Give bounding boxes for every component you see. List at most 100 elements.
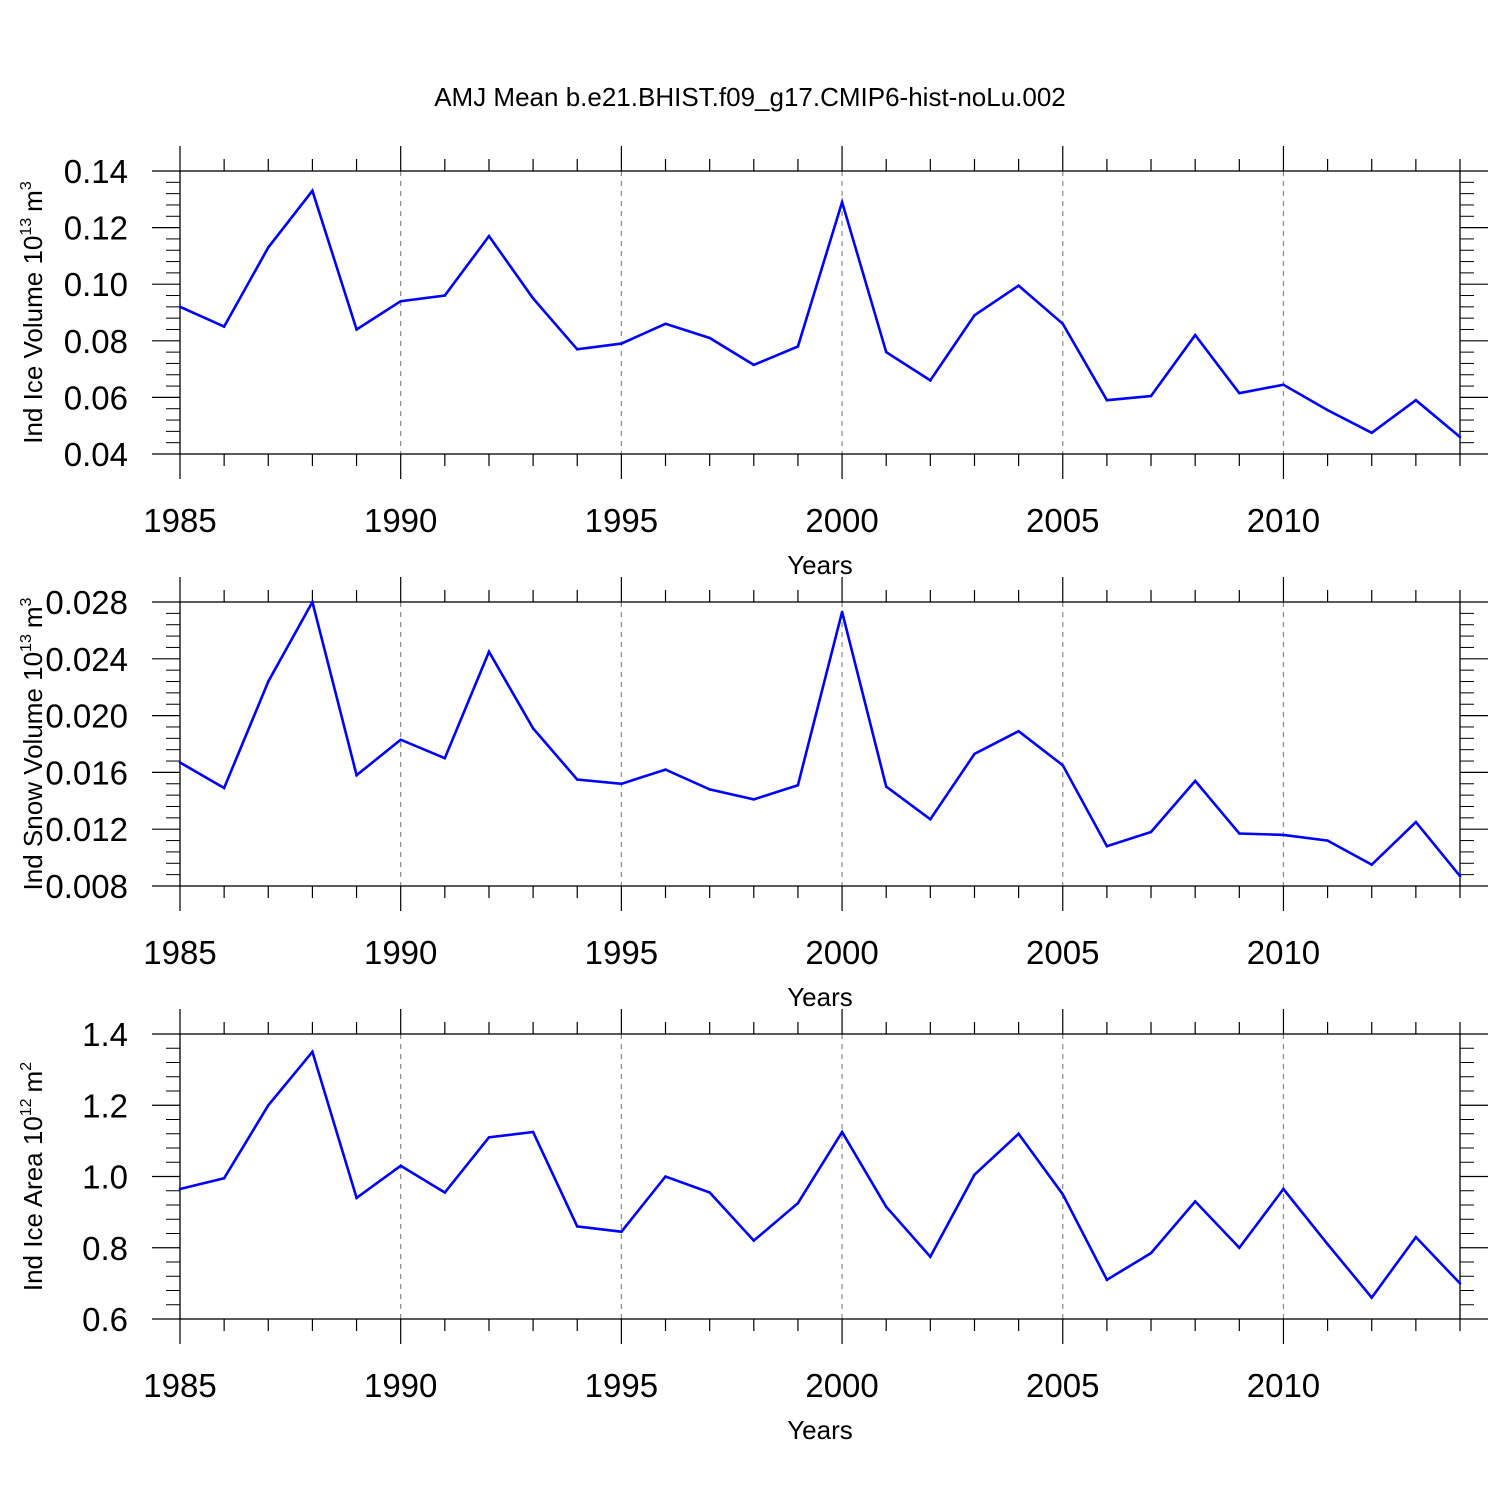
data-point	[1149, 1251, 1153, 1255]
data-point	[1414, 820, 1418, 824]
data-point	[531, 297, 535, 300]
data-point	[1149, 394, 1153, 398]
data-point	[575, 1225, 579, 1228]
data-point	[178, 761, 182, 764]
data-point	[1061, 764, 1065, 767]
data-point	[399, 1164, 402, 1168]
data-point	[222, 1176, 226, 1180]
data-point	[796, 1201, 800, 1205]
x-axis-label: Years	[787, 1415, 853, 1445]
data-point	[752, 1239, 756, 1242]
x-tick-label: 1985	[143, 934, 216, 971]
y-axis-label-exponent: 13	[18, 218, 35, 236]
data-point	[1370, 863, 1374, 866]
data-point	[266, 246, 270, 249]
data-point	[1193, 333, 1197, 337]
data-point	[664, 1175, 667, 1178]
chart-panel-2: 1985 1990 1995 2000 2005 2010 Years 0.008 0.012 0…	[18, 577, 1488, 1012]
y-tick-label: 0.020	[45, 698, 128, 735]
y-tick-label: 0.14	[64, 153, 128, 190]
x-tick-label: 1985	[143, 1367, 216, 1404]
data-point	[178, 305, 182, 309]
data-point	[1193, 779, 1197, 783]
y-tick-label: 0.012	[45, 811, 128, 848]
data-point	[1282, 1187, 1285, 1191]
chart-panel-3: 1985 1990 1995 2000 2005 2010 Years 0.6 0.8 1.0 1.…	[18, 1009, 1488, 1445]
x-tick-label: 1990	[364, 502, 437, 539]
data-point	[1414, 1235, 1418, 1239]
data-point	[1017, 284, 1020, 287]
data-point	[399, 299, 402, 303]
y-tick-label: 0.8	[82, 1230, 128, 1267]
chart-panel-1: 1985 1990 1995 2000 2005 2010 Years 0.04 0.06 0.0…	[18, 146, 1488, 580]
data-point	[487, 650, 491, 653]
x-tick-label: 2000	[805, 934, 878, 971]
y-axis-label-text: Ind Snow Volume 10	[18, 652, 48, 891]
data-point	[1017, 1132, 1020, 1136]
data-point	[884, 1205, 888, 1209]
series-line	[179, 1049, 1461, 1300]
data-point	[929, 1255, 932, 1258]
y-axis-label-unit: m	[18, 190, 48, 212]
y-tick-label: 0.04	[64, 436, 128, 473]
y-tick-label: 0.6	[82, 1301, 128, 1338]
plot-frame	[179, 1033, 1461, 1320]
data-point	[664, 768, 667, 771]
y-axis-label-unit-exponent: 3	[18, 597, 35, 606]
y-tick-label: 0.10	[64, 266, 128, 303]
data-point	[752, 798, 756, 801]
data-point	[752, 363, 756, 367]
y-axis-label-unit: m	[18, 1071, 48, 1093]
data-point	[266, 1103, 270, 1107]
data-point	[1238, 832, 1241, 835]
data-point	[1238, 391, 1241, 395]
data-point	[664, 322, 667, 326]
data-point	[531, 727, 535, 730]
data-point	[929, 379, 932, 382]
data-point	[1193, 1200, 1197, 1203]
data-point	[1370, 1296, 1374, 1299]
series-line	[179, 188, 1461, 438]
y-axis-label-text: Ind Ice Volume 10	[18, 236, 48, 444]
data-point	[575, 778, 579, 781]
x-tick-label: 1990	[364, 934, 437, 971]
data-point	[884, 785, 888, 788]
x-tick-label: 2010	[1247, 934, 1320, 971]
data-point	[531, 1130, 535, 1134]
y-axis-label-unit: m	[18, 606, 48, 628]
data-point	[1326, 839, 1329, 842]
data-point	[1061, 322, 1065, 326]
y-axis-label-unit-exponent: 3	[18, 181, 35, 190]
data-point	[884, 350, 888, 354]
x-tick-label: 2005	[1026, 1367, 1099, 1404]
data-point	[311, 189, 314, 193]
plot-frame	[179, 601, 1461, 887]
x-axis-label: Years	[787, 550, 853, 580]
data-point	[840, 1130, 844, 1134]
y-tick-label: 1.4	[82, 1016, 128, 1053]
y-tick-label: 1.0	[82, 1159, 128, 1196]
data-point	[1458, 1282, 1462, 1285]
data-point	[311, 1050, 314, 1054]
x-tick-label: 2010	[1247, 1367, 1320, 1404]
data-point	[355, 1196, 358, 1200]
plot-frame	[179, 170, 1461, 455]
y-tick-label: 0.008	[45, 868, 128, 905]
data-point	[1326, 408, 1329, 412]
y-axis-label: Ind Ice Volume 1013 m3	[18, 181, 48, 444]
data-point	[1326, 1242, 1329, 1246]
x-tick-label: 2005	[1026, 502, 1099, 539]
chart-panels: 1985 1990 1995 2000 2005 2010 Years 0.04 0.06 0.0…	[18, 146, 1488, 1445]
data-point	[399, 738, 402, 742]
data-point	[796, 345, 800, 348]
x-tick-label: 1995	[585, 1367, 658, 1404]
data-point	[355, 773, 358, 777]
y-axis-label: Ind Snow Volume 1013 m3	[18, 597, 48, 890]
data-point	[266, 680, 270, 683]
chart-title: AMJ Mean b.e21.BHIST.f09_g17.CMIP6-hist-…	[434, 82, 1066, 112]
data-point	[620, 1230, 623, 1234]
data-point	[973, 752, 976, 756]
x-tick-label: 1995	[585, 934, 658, 971]
data-point	[222, 325, 226, 328]
data-point	[355, 328, 358, 331]
